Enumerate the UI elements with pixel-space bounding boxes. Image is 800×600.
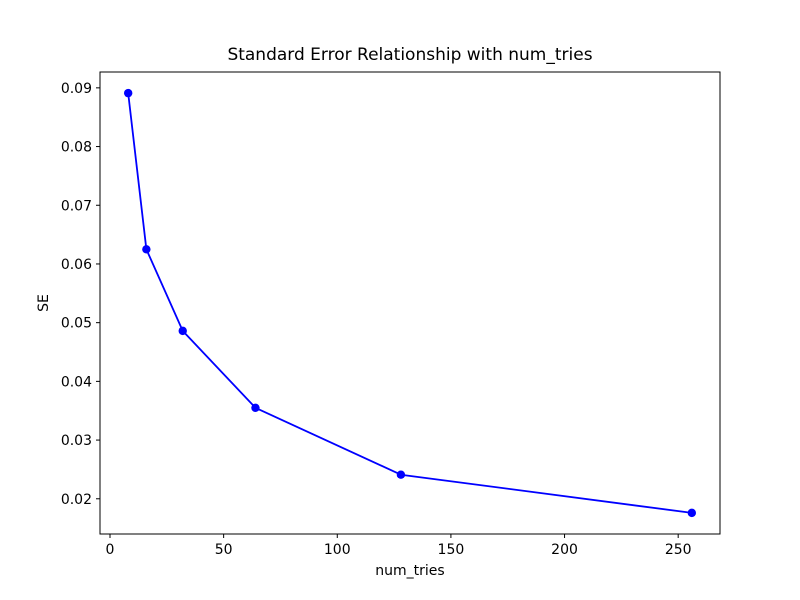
y-tick-label: 0.05	[61, 316, 92, 332]
y-tick-label: 0.03	[61, 433, 92, 449]
data-point	[251, 403, 260, 412]
x-tick-label: 150	[438, 542, 465, 558]
plot-border	[99, 71, 721, 535]
x-tick-label: 50	[215, 542, 233, 558]
y-tick-label: 0.06	[61, 257, 92, 273]
x-axis-label: num_tries	[375, 563, 445, 579]
data-point	[687, 508, 697, 518]
data-point	[142, 245, 151, 254]
data-point	[178, 326, 187, 336]
x-tick-label: 0	[106, 542, 115, 558]
data-point	[396, 470, 406, 479]
x-tick-label: 200	[551, 542, 578, 558]
y-tick-label: 0.07	[61, 198, 92, 214]
chart-title: Standard Error Relationship with num_tri…	[227, 45, 593, 65]
data-point	[123, 88, 133, 98]
y-tick-label: 0.09	[61, 81, 92, 97]
y-tick-label: 0.02	[61, 492, 92, 508]
x-tick-label: 100	[324, 542, 351, 558]
x-tick-label: 250	[665, 542, 692, 558]
y-tick-label: 0.04	[61, 374, 92, 390]
se-line	[127, 93, 692, 514]
y-tick-label: 0.08	[61, 140, 92, 156]
